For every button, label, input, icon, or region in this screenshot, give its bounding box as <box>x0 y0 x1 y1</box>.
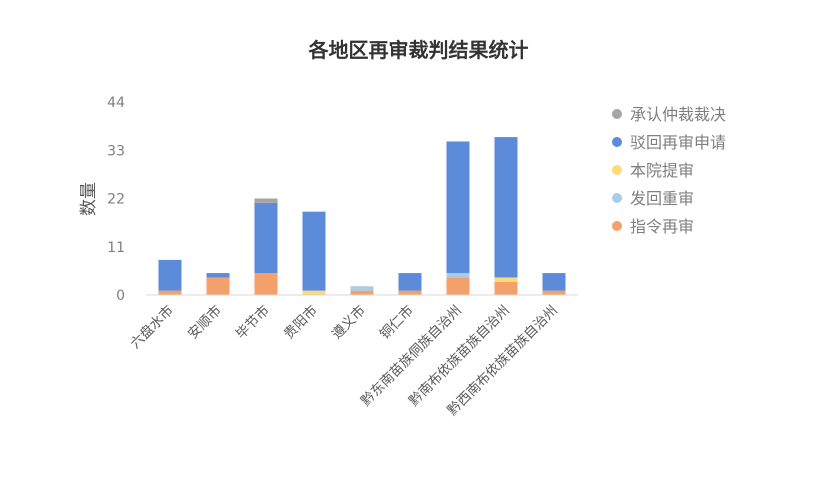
y-tick-label: 44 <box>107 95 125 111</box>
legend-marker <box>612 221 622 231</box>
chart-title: 各地区再审裁判结果统计 <box>308 38 529 62</box>
bar-segment <box>494 137 518 278</box>
legend-label: 本院提审 <box>630 161 694 180</box>
y-tick-label: 0 <box>116 288 125 304</box>
legend-marker <box>612 137 622 147</box>
x-tick-label: 铜仁市 <box>376 302 417 343</box>
x-axis-labels: 六盘水市 安顺市 毕节市 贵阳市 遵义市 铜仁市黔东南苗族侗族自治州黔南布依族苗族自治州黔… <box>127 302 561 419</box>
y-tick-label: 22 <box>107 192 125 208</box>
legend-marker <box>612 165 622 175</box>
bar-segment <box>350 286 374 291</box>
x-tick-label: 安顺市 <box>184 302 225 343</box>
legend-label: 承认仲裁裁决 <box>630 105 726 124</box>
legend-marker <box>612 193 622 203</box>
bar-segment <box>302 290 326 295</box>
bar-segment <box>158 290 182 295</box>
y-tick-label: 33 <box>107 143 125 159</box>
bar-segment <box>398 290 422 295</box>
bar-segment <box>494 281 518 295</box>
bar-segment <box>254 198 278 203</box>
bar-segment <box>206 273 230 278</box>
bars <box>158 137 566 295</box>
x-tick-label: 遵义市 <box>328 302 369 343</box>
bar-segment <box>158 259 182 291</box>
legend-label: 发回重审 <box>630 189 694 208</box>
legend-label: 驳回再审申请 <box>630 133 726 152</box>
legend-marker <box>612 109 622 119</box>
bar-segment <box>542 273 566 291</box>
bar-segment <box>494 277 518 282</box>
x-tick-label: 贵阳市 <box>280 302 321 343</box>
y-tick-label: 11 <box>107 240 125 256</box>
bar-segment <box>302 211 326 291</box>
x-tick-label: 毕节市 <box>232 302 273 343</box>
legend-label: 指令再审 <box>630 217 694 236</box>
bar-segment <box>254 273 278 295</box>
bar-segment <box>254 202 278 274</box>
bar-segment <box>398 273 422 291</box>
bar-segment <box>350 290 374 295</box>
bar-segment <box>446 273 470 278</box>
bar-segment <box>542 290 566 295</box>
y-axis-title: 数量 <box>79 182 99 216</box>
bar-segment <box>446 141 470 274</box>
y-axis: 0 11 22 33 44 <box>107 95 125 304</box>
x-tick-label: 六盘水市 <box>127 302 177 352</box>
bar-segment <box>206 277 230 295</box>
bar-segment <box>446 277 470 295</box>
